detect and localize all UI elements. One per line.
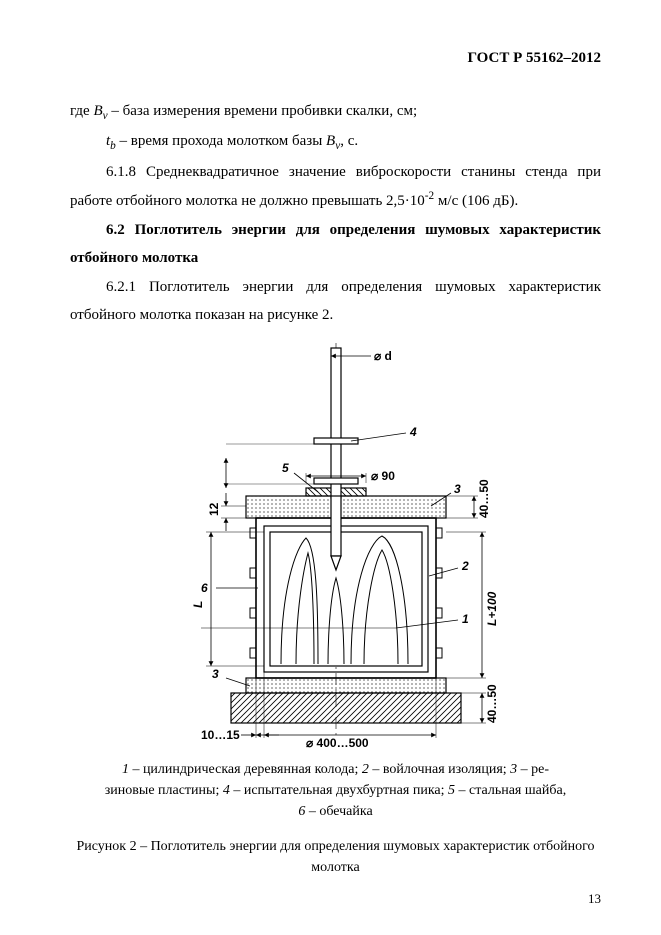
figure-2: ⌀ d 4 5 ⌀ 90 3 40…50 12	[70, 338, 601, 753]
lbl-3a: 3	[454, 482, 461, 496]
para-4-heading: 6.2 Поглотитель энергии для определения …	[70, 216, 601, 273]
text: – база измерения времени пробивки скалки…	[108, 103, 418, 119]
page-number: 13	[588, 891, 601, 907]
lbl-6: 6	[201, 581, 208, 595]
symbol-tb: tb	[106, 133, 116, 149]
dim-40-50-top: 40…50	[477, 479, 491, 518]
superscript: -2	[425, 190, 434, 202]
figure-caption: Рисунок 2 – Поглотитель энергии для опре…	[70, 836, 601, 878]
para-5: 6.2.1 Поглотитель энергии для определени…	[70, 273, 601, 330]
dim-40-50-bot: 40…50	[485, 684, 499, 723]
legend-text: – ре-	[517, 762, 549, 777]
page: ГОСТ Р 55162–2012 где Bv – база измерени…	[0, 0, 661, 935]
text: – время прохода молотком базы	[116, 133, 326, 149]
dim-L100: L+100	[485, 591, 499, 626]
legend-text: – войлочная изоляция;	[369, 762, 510, 777]
dim-12: 12	[207, 502, 221, 516]
legend-text: – испытательная двухбуртная пика;	[230, 783, 448, 798]
legend-text: зиновые пластины;	[105, 783, 223, 798]
dim-L: L	[191, 600, 205, 607]
legend-num-1: 1	[122, 762, 129, 777]
legend-num-2: 2	[362, 762, 369, 777]
dim-400-500: ⌀ 400…500	[306, 736, 369, 748]
legend-text: – цилиндрическая деревянная колода;	[129, 762, 362, 777]
legend-text: – стальная шайба,	[455, 783, 566, 798]
lbl-4: 4	[409, 425, 417, 439]
para-1: где Bv – база измерения времени пробивки…	[70, 97, 601, 127]
lbl-3b: 3	[212, 667, 219, 681]
legend-num-4: 4	[223, 783, 230, 798]
para-3: 6.1.8 Среднеквадратичное значение виброс…	[70, 158, 601, 216]
symbol-Bv2: Bv	[326, 133, 340, 149]
lbl-1: 1	[462, 612, 469, 626]
legend-num-5: 5	[448, 783, 455, 798]
figure-legend: 1 – цилиндрическая деревянная колода; 2 …	[70, 759, 601, 822]
figure-svg: ⌀ d 4 5 ⌀ 90 3 40…50 12	[146, 338, 526, 748]
body-text: где Bv – база измерения времени пробивки…	[70, 97, 601, 330]
doc-header: ГОСТ Р 55162–2012	[70, 50, 601, 67]
text: , с.	[340, 133, 358, 149]
text: 6.1.8 Среднеквадратичное значение виброс…	[70, 164, 601, 210]
text: где	[70, 103, 93, 119]
dim-d: ⌀ d	[374, 349, 392, 363]
lbl-2: 2	[461, 559, 469, 573]
symbol-Bv: Bv	[93, 103, 107, 119]
para-2: tb – время прохода молотком базы Bv, с.	[70, 127, 601, 157]
dim-10-15: 10…15	[201, 728, 240, 742]
lbl-5: 5	[282, 461, 289, 475]
dim-90: ⌀ 90	[371, 469, 395, 483]
text: м/с (106 дБ).	[434, 193, 518, 209]
legend-text: – обечайка	[305, 804, 372, 819]
